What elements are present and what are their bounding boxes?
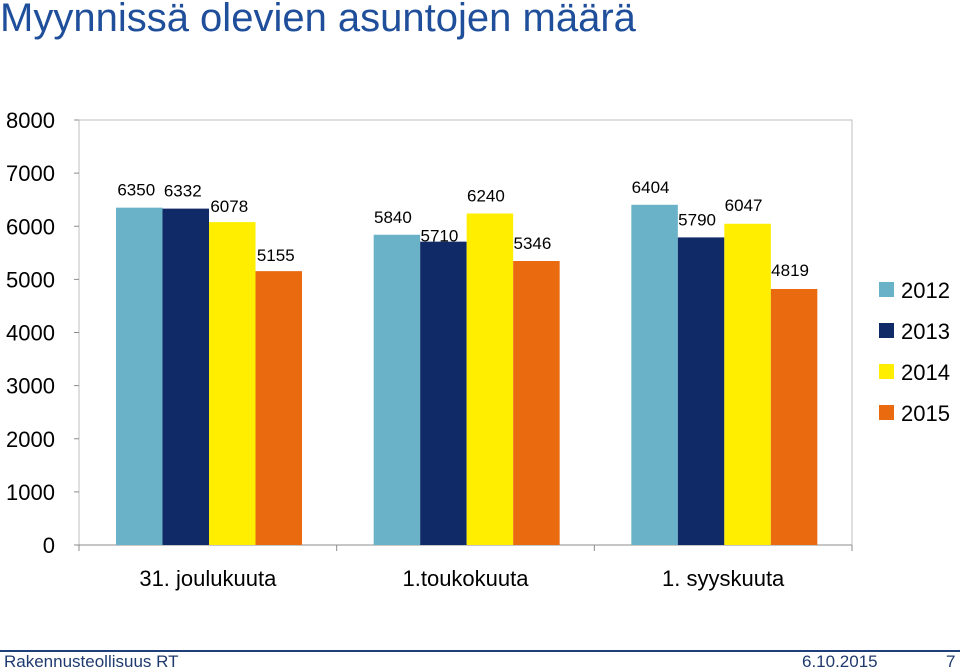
bar-chart: 0 1000 2000 3000 4000 5000 6000 7000 8000 31. jou… bbox=[6, 108, 950, 591]
legend-label: 2013 bbox=[901, 319, 950, 344]
bar-2013 bbox=[677, 237, 725, 545]
bar-2013 bbox=[420, 241, 467, 545]
footer-page-number: 7 bbox=[946, 652, 956, 671]
data-label: 5346 bbox=[514, 234, 552, 253]
chart-title: Myynnissä olevien asuntojen määrä bbox=[0, 0, 636, 40]
x-category-label: 31. joulukuuta bbox=[139, 566, 277, 591]
data-label: 6047 bbox=[725, 196, 763, 215]
bar-2012 bbox=[116, 207, 163, 545]
data-label: 5790 bbox=[678, 210, 716, 229]
footer-organization: Rakennusteollisuus RT bbox=[4, 652, 179, 671]
footer-date: 6.10.2015 bbox=[802, 652, 878, 671]
bar-2015 bbox=[770, 288, 818, 545]
bar-2015 bbox=[513, 260, 560, 545]
y-tick-label: 0 bbox=[43, 533, 55, 558]
y-tick-label: 1000 bbox=[6, 480, 55, 505]
data-label: 5840 bbox=[374, 208, 412, 227]
y-tick-label: 7000 bbox=[6, 161, 55, 186]
bar-2014 bbox=[724, 223, 771, 546]
legend-label: 2014 bbox=[901, 360, 950, 385]
legend-label: 2015 bbox=[901, 401, 950, 426]
bar-2014 bbox=[466, 213, 514, 545]
legend-label: 2012 bbox=[901, 278, 950, 303]
data-label: 5710 bbox=[421, 227, 459, 246]
bar-2013 bbox=[162, 208, 209, 546]
data-label: 6404 bbox=[632, 178, 670, 197]
y-tick-label: 4000 bbox=[6, 321, 55, 346]
y-tick-label: 6000 bbox=[6, 214, 55, 239]
x-category-label: 1.toukokuuta bbox=[403, 566, 530, 591]
bar-2012 bbox=[373, 234, 421, 545]
bar-2014 bbox=[209, 222, 256, 545]
data-label: 6078 bbox=[210, 197, 248, 216]
legend-swatch-2015 bbox=[879, 405, 894, 420]
data-label: 5155 bbox=[257, 246, 295, 265]
footer-divider bbox=[0, 650, 960, 652]
legend-swatch-2014 bbox=[879, 364, 894, 379]
legend-swatch-2012 bbox=[879, 282, 894, 297]
data-label: 6332 bbox=[164, 182, 202, 201]
x-category-label: 1. syyskuuta bbox=[662, 566, 785, 591]
y-tick-label: 2000 bbox=[6, 427, 55, 452]
y-tick-label: 5000 bbox=[6, 267, 55, 292]
bar-2015 bbox=[255, 271, 302, 545]
data-label: 6350 bbox=[117, 181, 155, 200]
y-tick-label: 8000 bbox=[6, 108, 55, 133]
y-tick-label: 3000 bbox=[6, 374, 55, 399]
data-label: 6240 bbox=[467, 187, 505, 206]
legend-swatch-2013 bbox=[879, 323, 894, 338]
data-label: 4819 bbox=[771, 261, 809, 280]
bar-2012 bbox=[631, 204, 678, 545]
